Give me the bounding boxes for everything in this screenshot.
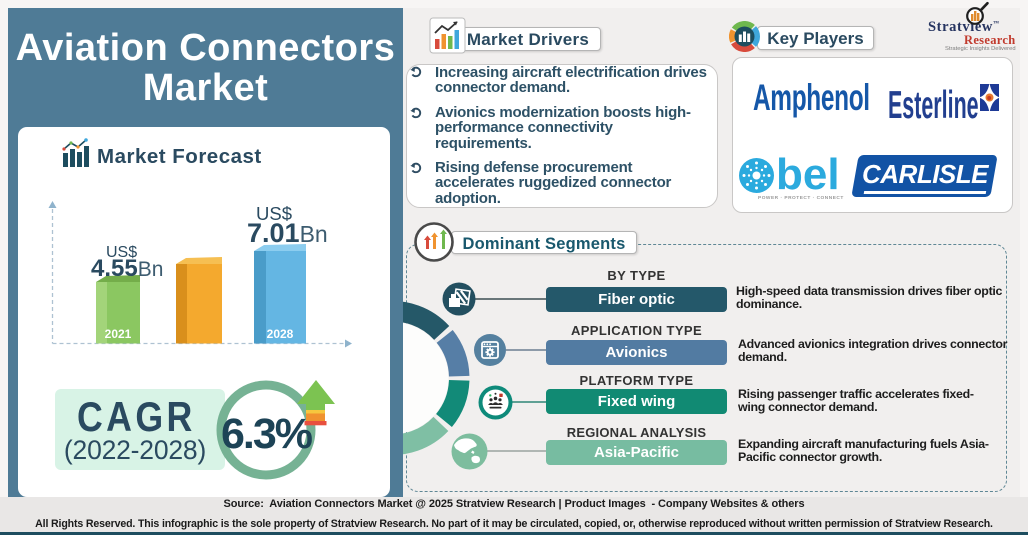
svg-text:2021: 2021 [105, 327, 132, 341]
svg-text:2028: 2028 [267, 327, 294, 341]
